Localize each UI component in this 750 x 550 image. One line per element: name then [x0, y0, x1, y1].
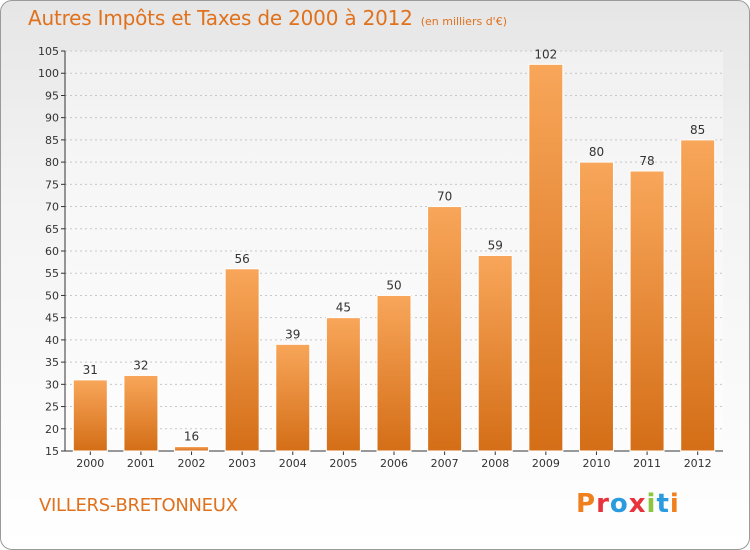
logo-letter: P: [576, 489, 597, 519]
logo-letter: i: [646, 489, 657, 519]
bar: [680, 139, 716, 452]
proxiti-logo: Proxiti: [576, 489, 680, 519]
data-label: 45: [336, 301, 351, 315]
y-tick-label: 100: [38, 67, 59, 80]
y-tick-label: 65: [45, 223, 59, 236]
bar: [123, 374, 159, 452]
data-label: 85: [690, 123, 705, 137]
y-tick-label: 25: [45, 401, 59, 414]
x-tick-label: 2002: [178, 457, 206, 470]
x-tick-label: 2001: [127, 457, 155, 470]
logo-letter: o: [609, 489, 629, 519]
y-tick-label: 50: [45, 289, 59, 302]
data-label: 80: [589, 145, 604, 159]
x-tick-label: 2004: [279, 457, 307, 470]
logo-letter: x: [628, 489, 647, 519]
x-tick-label: 2010: [582, 457, 610, 470]
x-tick-label: 2007: [431, 457, 459, 470]
x-tick-label: 2003: [228, 457, 256, 470]
data-label: 56: [235, 252, 250, 266]
y-tick-label: 60: [45, 245, 59, 258]
y-tick-label: 85: [45, 134, 59, 147]
x-tick-label: 2008: [481, 457, 509, 470]
y-tick-label: 30: [45, 378, 59, 391]
data-label: 70: [437, 190, 452, 204]
y-tick-label: 35: [45, 356, 59, 369]
y-tick-label: 80: [45, 156, 59, 169]
data-label: 32: [133, 358, 148, 372]
y-tick-label: 70: [45, 201, 59, 214]
bar: [376, 294, 412, 452]
y-tick-label: 105: [38, 45, 59, 58]
data-label: 16: [184, 430, 199, 444]
bar: [629, 170, 665, 452]
data-label: 78: [639, 154, 654, 168]
y-tick-label: 90: [45, 112, 59, 125]
y-tick-label: 45: [45, 312, 59, 325]
x-tick-label: 2011: [633, 457, 661, 470]
commune-name: VILLERS-BRETONNEUX: [39, 495, 238, 516]
data-label: 31: [83, 363, 98, 377]
bar: [528, 63, 564, 452]
bar: [72, 379, 108, 452]
bar: [325, 317, 361, 452]
x-tick-label: 2006: [380, 457, 408, 470]
x-tick-label: 2012: [684, 457, 712, 470]
bar: [477, 254, 513, 452]
chart-unit-note: (en milliers d'€): [420, 15, 507, 28]
x-tick-label: 2009: [532, 457, 560, 470]
logo-letter: r: [596, 489, 610, 519]
bar: [174, 446, 210, 452]
logo-letter: i: [669, 489, 680, 519]
bars: [72, 63, 716, 452]
data-label: 39: [285, 327, 300, 341]
bar: [427, 206, 463, 452]
data-label: 59: [488, 238, 503, 252]
chart-title: Autres Impôts et Taxes de 2000 à 2012: [28, 6, 413, 30]
x-tick-label: 2000: [76, 457, 104, 470]
y-tick-label: 20: [45, 423, 59, 436]
bar: [275, 343, 311, 452]
y-tick-label: 40: [45, 334, 59, 347]
x-tick-label: 2005: [329, 457, 357, 470]
logo-letter: t: [656, 489, 670, 519]
y-tick-label: 95: [45, 89, 59, 102]
data-label: 102: [534, 47, 557, 61]
chart-title-group: Autres Impôts et Taxes de 2000 à 2012 (en…: [28, 6, 507, 30]
y-tick-label: 55: [45, 267, 59, 280]
y-tick-label: 75: [45, 178, 59, 191]
bar: [224, 268, 260, 452]
data-labels: 31 32 16 56 39 45 50 70 59 102 80 78 85: [83, 47, 706, 443]
data-label: 50: [386, 278, 401, 292]
y-tick-label: 15: [45, 445, 59, 458]
bar: [578, 161, 614, 452]
